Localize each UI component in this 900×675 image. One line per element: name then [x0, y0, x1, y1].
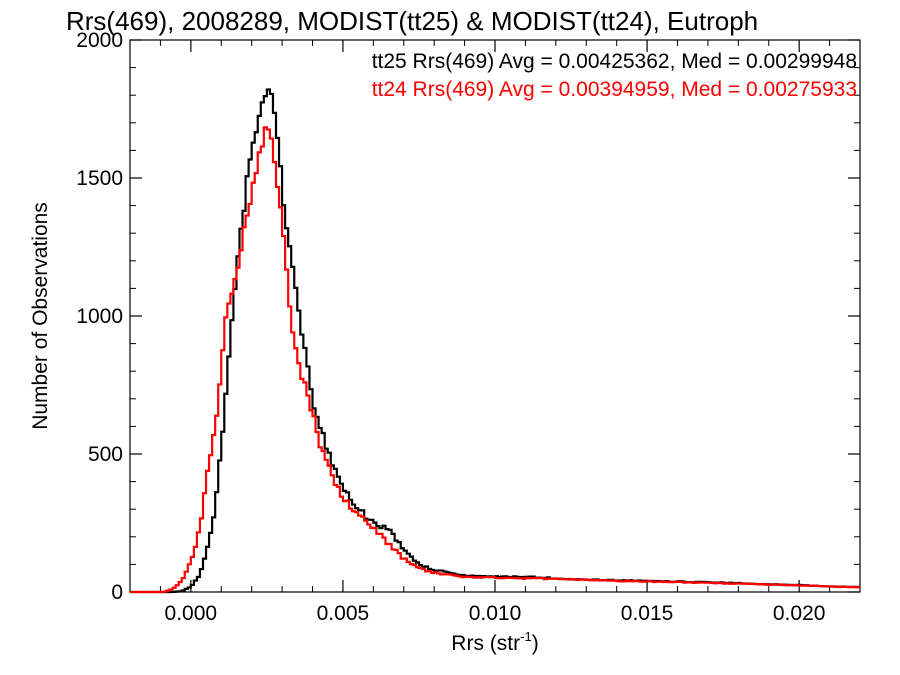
series-line-tt25	[130, 88, 860, 594]
legend-entry-tt24: tt24 Rrs(469) Avg = 0.00394959, Med = 0.…	[372, 78, 857, 101]
x-axis-ticks: 0.000 0.005 0.010 0.015 0.020	[129, 40, 861, 625]
chart-title: Rrs(469), 2008289, MODIST(tt25) & MODIST…	[66, 6, 758, 36]
series-line-tt24	[130, 126, 860, 594]
legend-entry-tt25: tt25 Rrs(469) Avg = 0.00425362, Med = 0.…	[372, 50, 857, 73]
x-axis-label-main: Rrs (str	[451, 632, 520, 655]
y-tick-label: 0	[111, 581, 123, 604]
series-layer	[130, 88, 860, 594]
x-tick-label: 0.020	[773, 602, 826, 625]
x-tick-label: 0.010	[469, 602, 522, 625]
x-axis-label-superscript: -1	[520, 629, 532, 644]
x-tick-label: 0.005	[317, 602, 370, 625]
y-axis-ticks: 0 500 1000 1500 2000	[76, 29, 860, 604]
y-axis-label: Number of Observations	[29, 202, 52, 430]
x-axis-label-close: )	[532, 632, 539, 655]
x-tick-label: 0.015	[621, 602, 674, 625]
y-tick-label: 500	[88, 443, 123, 466]
x-tick-label: 0.000	[165, 602, 218, 625]
plot-frame	[129, 39, 861, 593]
y-tick-label: 1500	[76, 167, 123, 190]
y-tick-label: 1000	[76, 305, 123, 328]
y-tick-label: 2000	[76, 29, 123, 52]
x-axis-label: Rrs (str-1)	[451, 629, 538, 655]
